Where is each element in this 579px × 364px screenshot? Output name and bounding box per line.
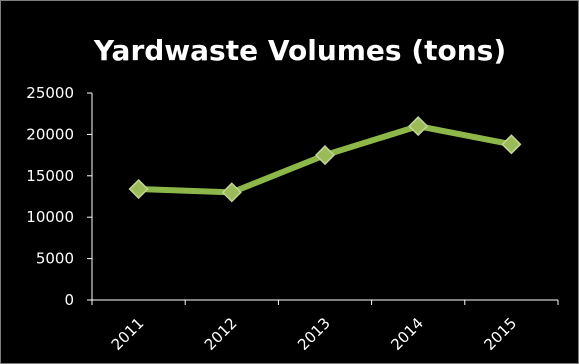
- x-tick-label: 2014: [387, 314, 427, 354]
- y-tick-labels: 0 5000 10000 15000 20000 25000: [26, 84, 74, 309]
- x-tick-label: 2013: [294, 314, 334, 354]
- x-tick-label: 2015: [480, 314, 520, 354]
- axes: [87, 92, 559, 305]
- y-tick-label: 10000: [26, 208, 74, 226]
- y-tick-label: 20000: [26, 125, 74, 143]
- chart-title: Yardwaste Volumes (tons): [93, 34, 506, 67]
- data-point-marker: [221, 182, 242, 203]
- x-tick-label: 2012: [201, 314, 241, 354]
- data-point-marker: [501, 134, 522, 155]
- x-tick-label: 2011: [108, 314, 148, 354]
- y-tick-label: 0: [64, 291, 74, 309]
- y-tick-label: 15000: [26, 167, 74, 185]
- series-markers: [128, 116, 522, 203]
- y-tick-label: 5000: [36, 250, 74, 268]
- x-tick-labels: 2011 2012 2013 2014 2015: [108, 314, 521, 354]
- data-point-marker: [314, 145, 336, 166]
- data-point-marker: [408, 116, 429, 137]
- y-tick-label: 25000: [26, 84, 74, 102]
- data-point-marker: [128, 178, 149, 200]
